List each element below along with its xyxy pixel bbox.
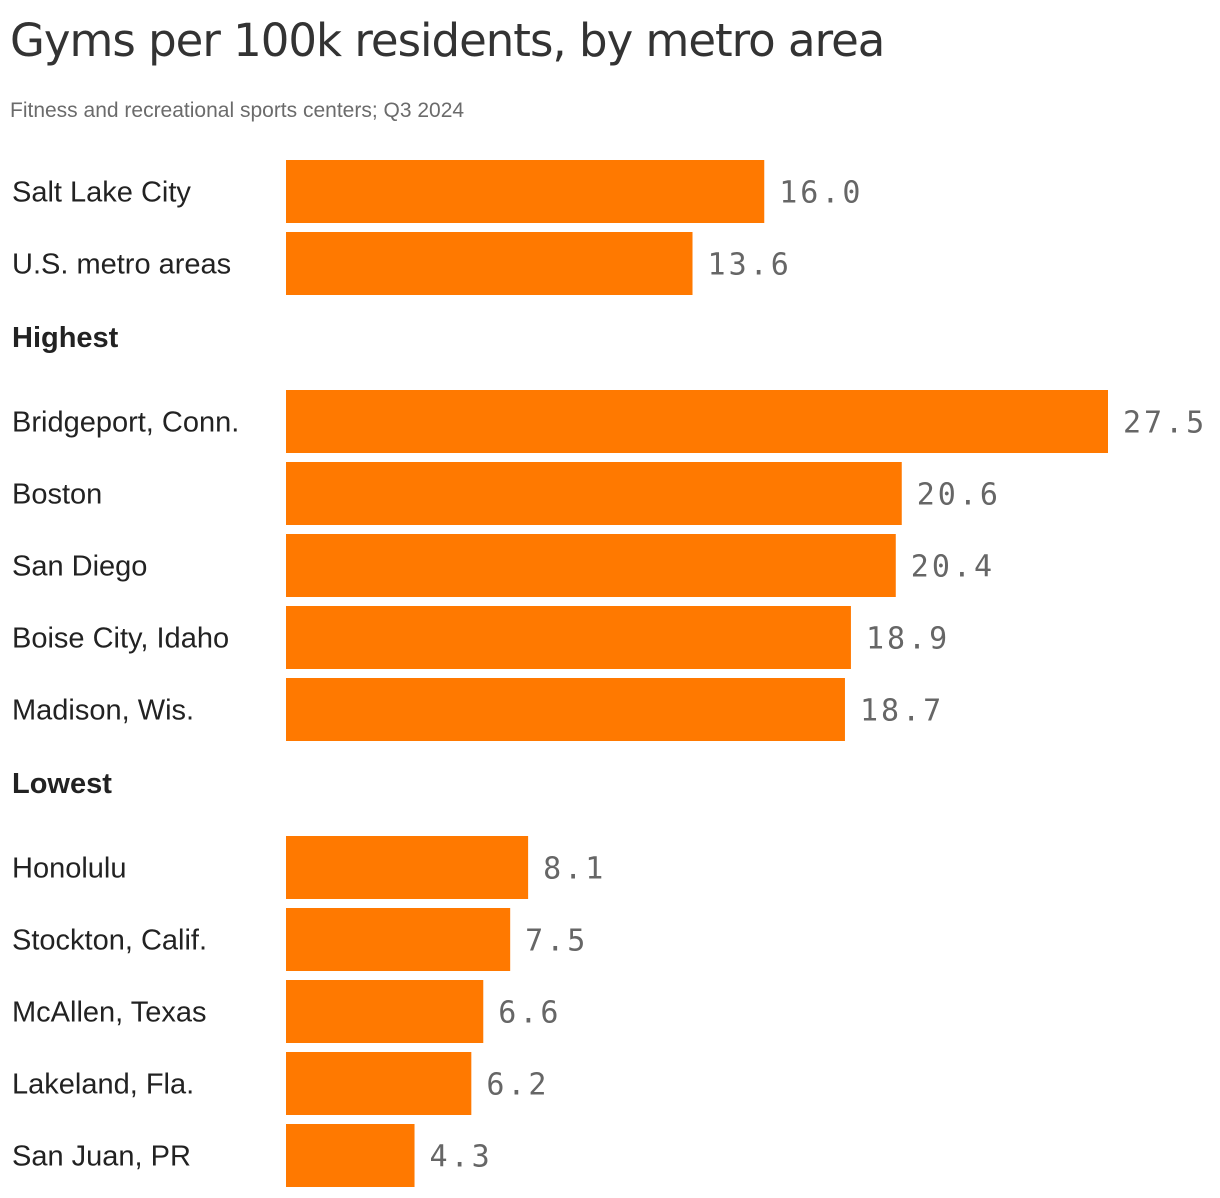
value-label: 4.3: [430, 1140, 493, 1175]
category-label: San Diego: [12, 551, 147, 583]
bar: [286, 1052, 472, 1115]
chart-title: Gyms per 100k residents, by metro area: [10, 14, 885, 67]
value-label: 27.5: [1123, 406, 1207, 441]
bar: [286, 678, 845, 741]
value-label: 16.0: [779, 176, 863, 211]
value-label: 20.4: [911, 550, 995, 585]
bar: [286, 908, 511, 971]
bar: [286, 836, 529, 899]
category-label: San Juan, PR: [12, 1141, 191, 1173]
value-label: 20.6: [917, 478, 1001, 513]
group-heading-lowest: Lowest: [12, 768, 112, 800]
chart-subtitle: Fitness and recreational sports centers;…: [10, 99, 465, 122]
category-label: Lakeland, Fla.: [12, 1069, 194, 1101]
value-label: 18.9: [866, 622, 950, 657]
bar: [286, 534, 896, 597]
bar: [286, 980, 484, 1043]
category-label: Honolulu: [12, 853, 126, 885]
category-label: Boise City, Idaho: [12, 623, 229, 655]
category-label: McAllen, Texas: [12, 997, 207, 1029]
category-label: U.S. metro areas: [12, 249, 231, 281]
category-label: Madison, Wis.: [12, 695, 194, 727]
category-label: Boston: [12, 479, 102, 511]
category-label: Stockton, Calif.: [12, 925, 207, 957]
category-label: Bridgeport, Conn.: [12, 407, 239, 439]
bar: [286, 160, 765, 223]
bar: [286, 606, 851, 669]
value-label: 7.5: [525, 924, 588, 959]
value-label: 13.6: [708, 248, 792, 283]
bar: [286, 1124, 415, 1187]
category-label: Salt Lake City: [12, 177, 191, 209]
bar: [286, 462, 902, 525]
group-heading-highest: Highest: [12, 322, 119, 354]
value-label: 8.1: [543, 852, 606, 887]
bar: [286, 232, 693, 295]
value-label: 6.6: [498, 996, 561, 1031]
value-label: 6.2: [486, 1068, 549, 1103]
bar: [286, 390, 1108, 453]
value-label: 18.7: [860, 694, 944, 729]
